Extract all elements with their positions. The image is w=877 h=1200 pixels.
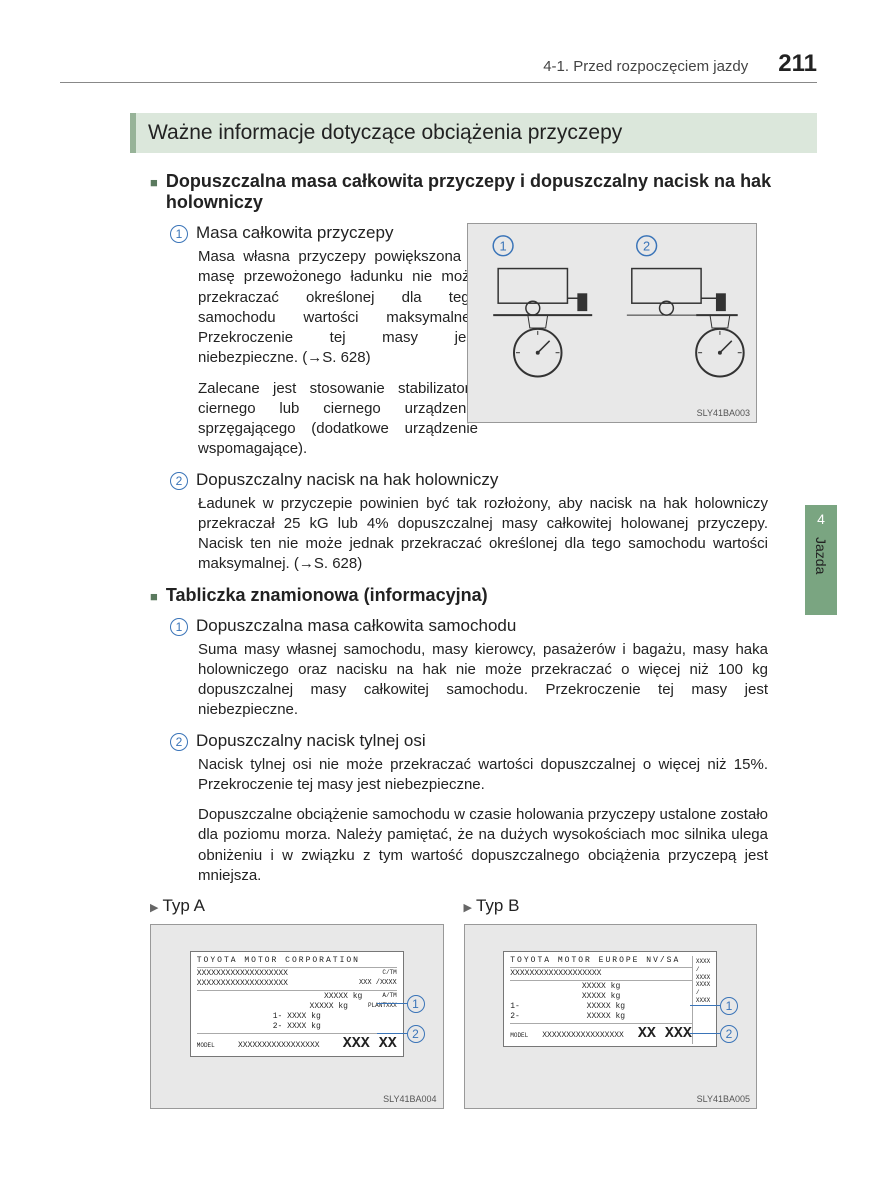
plate-item-2-title: Dopuszczalny nacisk tylnej osi	[196, 731, 426, 751]
figure-code: SLY41BA003	[697, 408, 750, 418]
page-number: 211	[778, 50, 817, 78]
svg-text:2: 2	[643, 239, 650, 254]
plate-b-title: TOYOTA MOTOR EUROPE NV/SA	[510, 956, 692, 966]
figure-plate-b: TOYOTA MOTOR EUROPE NV/SA XXXXXXXXXXXXXX…	[464, 924, 758, 1109]
chapter-side-tab: 4 Jazda	[805, 505, 837, 615]
plate-item-1-title: Dopuszczalna masa całkowita samochodu	[196, 616, 516, 636]
section-title: Ważne informacje dotyczące obciążenia pr…	[130, 113, 817, 153]
type-b-heading: ▶Typ B	[464, 896, 758, 916]
item-1-para-2: Zalecane jest stosowanie stabilizatora c…	[198, 379, 478, 460]
plate-item-1: 1 Dopuszczalna masa całkowita samochodu	[170, 616, 817, 636]
figure-code-b: SLY41BA005	[697, 1094, 750, 1104]
square-bullet-icon: ■	[150, 589, 158, 604]
triangle-icon: ▶	[150, 902, 158, 914]
page-header: 4-1. Przed rozpoczęciem jazdy 211	[60, 50, 817, 83]
circle-2-icon: 2	[170, 733, 188, 751]
plate-item-2-para-2: Dopuszczalne obciążenie samochodu w czas…	[198, 805, 768, 886]
type-a-heading: ▶Typ A	[150, 896, 444, 916]
plate-item-2-para-1: Nacisk tylnej osi nie może przekraczać w…	[198, 755, 768, 796]
type-a-column: ▶Typ A TOYOTA MOTOR CORPORATION XXXXXXXX…	[150, 896, 444, 1109]
triangle-icon: ▶	[464, 902, 472, 914]
chapter-label: Jazda	[813, 537, 829, 574]
figure-code-a: SLY41BA004	[383, 1094, 436, 1104]
figure-plate-a: TOYOTA MOTOR CORPORATION XXXXXXXXXXXXXXX…	[150, 924, 444, 1109]
item-2: 2 Dopuszczalny nacisk na hak holowniczy	[170, 470, 817, 490]
subheading-trailer-mass: ■ Dopuszczalna masa całkowita przyczepy …	[150, 171, 817, 213]
item-1-para-1: Masa własna przyczepy powiększona o masę…	[198, 247, 478, 369]
item-1-title: Masa całkowita przyczepy	[196, 223, 393, 243]
svg-text:1: 1	[500, 239, 507, 254]
circle-1-icon: 1	[170, 618, 188, 636]
breadcrumb: 4-1. Przed rozpoczęciem jazdy	[543, 58, 748, 75]
circle-2-icon: 2	[170, 472, 188, 490]
chapter-number: 4	[817, 511, 825, 527]
figure-trailer-weights: 1 2	[467, 223, 757, 423]
type-b-column: ▶Typ B TOYOTA MOTOR EUROPE NV/SA XXXXXXX…	[464, 896, 758, 1109]
circle-1-icon: 1	[170, 225, 188, 243]
item-2-title: Dopuszczalny nacisk na hak holowniczy	[196, 470, 498, 490]
square-bullet-icon: ■	[150, 175, 158, 190]
subheading-text: Dopuszczalna masa całkowita przyczepy i …	[166, 171, 817, 213]
subheading-text: Tabliczka znamionowa (informacyjna)	[166, 585, 488, 606]
plate-item-2: 2 Dopuszczalny nacisk tylnej osi	[170, 731, 817, 751]
plate-item-1-para: Suma masy własnej samochodu, masy kierow…	[198, 640, 768, 721]
subheading-plate: ■ Tabliczka znamionowa (informacyjna)	[150, 585, 817, 606]
plate-a-title: TOYOTA MOTOR CORPORATION	[197, 956, 397, 966]
item-2-para: Ładunek w przyczepie powinien być tak ro…	[198, 494, 768, 575]
